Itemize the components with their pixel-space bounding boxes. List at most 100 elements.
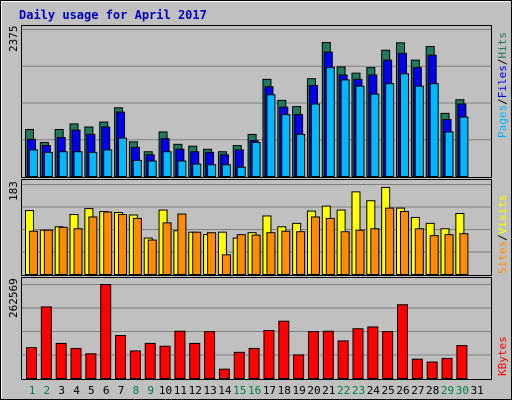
- day-group-top-12: [188, 145, 202, 178]
- day-group-bottom-20: [307, 331, 319, 379]
- bar-sites: [325, 217, 335, 276]
- legend-text: Pages/Files/Hits: [496, 32, 509, 138]
- x-tick-label: 25: [382, 384, 395, 397]
- bar-sites: [281, 230, 291, 276]
- x-tick-label: 10: [159, 384, 172, 397]
- day-group-bottom-18: [278, 320, 290, 379]
- x-axis-labels: 1 2 3 4 5 6 7 8 9 10 11 12 13 14 15 16 17 18 19 20 21 22 23 24 2…: [29, 384, 484, 397]
- bar-sites: [221, 254, 231, 275]
- x-tick-label: 2: [44, 384, 51, 397]
- day-group-bottom-13: [204, 331, 216, 379]
- bar-sites: [340, 231, 350, 276]
- day-group-middle-22: [336, 209, 350, 276]
- x-tick-label: 12: [189, 384, 202, 397]
- x-tick-label: 14: [218, 384, 232, 397]
- bar-kbytes: [397, 304, 408, 379]
- bar-pages: [73, 151, 83, 178]
- bar-pages: [370, 93, 380, 177]
- bar-pages: [414, 85, 424, 177]
- bar-sites: [73, 228, 83, 276]
- bar-pages: [29, 149, 38, 178]
- x-tick-label: 30: [456, 384, 469, 397]
- bar-sites: [266, 232, 276, 275]
- day-group-middle-23: [351, 191, 365, 275]
- bar-sites: [43, 229, 53, 275]
- day-group-top-29: [440, 112, 454, 178]
- x-tick-label: 24: [367, 384, 381, 397]
- legend-top: Pages/Files/Hits: [496, 32, 509, 138]
- bar-kbytes: [100, 284, 112, 379]
- bar-pages: [281, 114, 291, 177]
- day-group-bottom-28: [426, 361, 438, 380]
- day-group-bottom-21: [322, 330, 334, 379]
- bar-pages: [43, 151, 53, 177]
- bar-kbytes: [55, 342, 67, 380]
- bar-kbytes: [456, 345, 468, 380]
- day-group-middle-21: [321, 205, 335, 276]
- bar-sites: [118, 214, 128, 275]
- day-group-middle-9: [143, 237, 157, 276]
- x-tick-label: 13: [203, 384, 216, 397]
- bar-pages: [266, 94, 276, 177]
- bar-pages: [221, 164, 231, 178]
- day-group-top-7: [114, 107, 128, 177]
- bar-sites: [162, 222, 172, 275]
- bar-sites: [429, 235, 439, 275]
- day-group-middle-27: [410, 216, 424, 276]
- bar-pages: [385, 83, 395, 177]
- bar-pages: [355, 85, 365, 177]
- day-group-middle-25: [381, 186, 395, 275]
- day-group-middle-16: [247, 232, 261, 275]
- day-group-top-30: [455, 99, 469, 178]
- day-group-top-4: [69, 123, 83, 178]
- legend-hits: Hits: [496, 32, 509, 59]
- bar-kbytes: [337, 340, 349, 379]
- bar-sites: [385, 207, 395, 275]
- day-group-middle-4: [69, 214, 83, 276]
- y-max-label-bottom: 262569: [7, 278, 20, 318]
- day-group-top-11: [173, 143, 187, 178]
- x-tick-label: 19: [292, 384, 305, 397]
- day-group-middle-5: [84, 208, 98, 275]
- day-group-bottom-29: [441, 357, 453, 379]
- bar-kbytes: [115, 335, 127, 379]
- bar-kbytes: [382, 331, 394, 379]
- bar-sites: [370, 228, 380, 276]
- bar-kbytes: [144, 342, 156, 380]
- day-group-top-5: [84, 126, 98, 177]
- day-group-bottom-5: [85, 353, 97, 379]
- bar-sites: [444, 234, 454, 276]
- x-tick-label: 27: [411, 384, 424, 397]
- bar-pages: [400, 73, 409, 177]
- day-group-top-19: [292, 106, 306, 177]
- bar-kbytes: [129, 350, 141, 379]
- day-group-top-24: [366, 67, 380, 177]
- bar-pages: [177, 160, 187, 178]
- day-group-bottom-14: [218, 368, 230, 379]
- panel-frame: [21, 25, 492, 178]
- bar-kbytes: [322, 330, 334, 379]
- bar-kbytes: [367, 326, 379, 380]
- bar-kbytes: [411, 358, 423, 379]
- bar-pages: [310, 103, 320, 177]
- bar-sites: [236, 234, 246, 276]
- day-group-bottom-2: [40, 306, 52, 380]
- bar-kbytes: [263, 330, 275, 380]
- bar-pages: [444, 131, 454, 177]
- bar-pages: [429, 83, 439, 177]
- x-tick-label: 22: [337, 384, 350, 397]
- panel-hits-files-pages: [21, 25, 492, 178]
- day-group-bottom-3: [55, 342, 67, 380]
- bar-kbytes: [293, 354, 305, 379]
- day-group-top-14: [217, 151, 231, 178]
- bar-kbytes: [85, 353, 97, 379]
- day-group-top-2: [39, 141, 53, 178]
- bar-kbytes: [426, 361, 438, 380]
- legend-kbytes: KBytes: [496, 336, 509, 376]
- day-group-bottom-11: [174, 330, 186, 379]
- day-group-top-16: [247, 133, 261, 178]
- bar-kbytes: [174, 330, 186, 379]
- day-group-middle-8: [128, 214, 142, 276]
- x-tick-label: 3: [58, 384, 65, 397]
